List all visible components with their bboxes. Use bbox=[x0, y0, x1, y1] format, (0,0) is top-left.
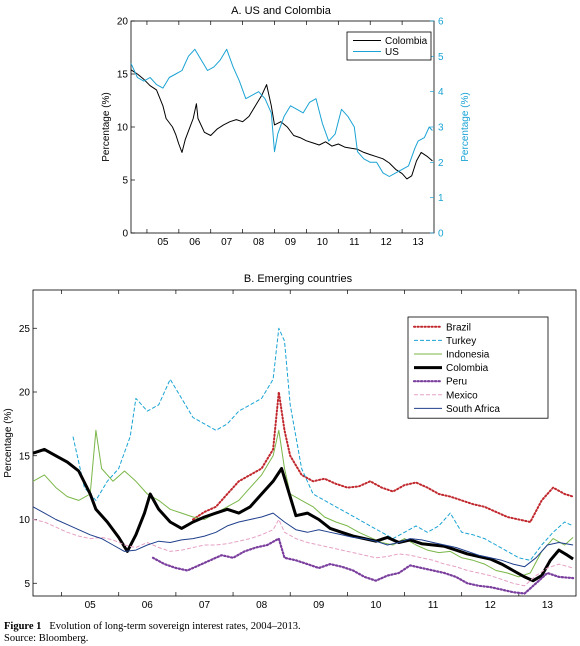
panel-b-title: B. Emerging countries bbox=[244, 273, 353, 285]
panel-a-legend-label-us: US bbox=[385, 47, 399, 58]
panel-b-series-peru bbox=[151, 537, 575, 595]
panel-b-legend-label-colombia: Colombia bbox=[446, 363, 489, 374]
panel-b-y-axis-label: Percentage (%) bbox=[3, 408, 14, 477]
panel-a-legend-label-colombia: Colombia bbox=[385, 36, 428, 47]
panel-b-y-ticks: 5 10 15 20 25 bbox=[19, 324, 37, 590]
panel-a-chart: A. US and Colombia 05 06 07 08 09 10 11 12 13 05… bbox=[101, 5, 471, 248]
panel-b-series-indonesia bbox=[32, 429, 574, 578]
panel-a-left-tick-label: 0 bbox=[122, 229, 128, 240]
panel-b-series-south-africa bbox=[32, 506, 574, 568]
panel-a-x-tick-label: 12 bbox=[381, 237, 393, 248]
panel-a-x-tick-label: 05 bbox=[157, 237, 169, 248]
panel-b-legend: Brazil Turkey Indonesia Colombia Peru Mexico S… bbox=[407, 316, 549, 419]
panel-a-left-ticks: 0 5 10 15 20 bbox=[117, 17, 135, 240]
panel-a-right-tick-label: 4 bbox=[438, 87, 444, 98]
panel-b-series-turkey bbox=[72, 327, 574, 561]
panel-a-right-tick-label: 0 bbox=[438, 229, 444, 240]
panel-b-chart: B. Emerging countries 05 06 07 08 09 10 11 12 13… bbox=[3, 273, 577, 611]
panel-a-left-tick-label: 10 bbox=[117, 123, 129, 134]
panel-a-left-tick-label: 5 bbox=[122, 176, 128, 187]
caption-text: Evolution of long-term sovereign interes… bbox=[49, 621, 301, 632]
panel-a-x-tick-label: 08 bbox=[253, 237, 265, 248]
panel-b-y-tick-label: 5 bbox=[24, 579, 30, 590]
panel-a-right-axis-label: Percentage (%) bbox=[460, 92, 471, 161]
figure-caption: Figure 1 Evolution of long-term sovereig… bbox=[4, 621, 576, 645]
panel-a-left-tick-label: 15 bbox=[117, 70, 129, 81]
panel-b-x-tick-label: 07 bbox=[199, 600, 211, 611]
panel-b-series bbox=[32, 327, 575, 595]
panel-b-legend-label-mexico: Mexico bbox=[446, 390, 478, 401]
panel-a-right-ticks: 0 1 2 3 4 5 6 bbox=[430, 17, 444, 240]
panel-a-x-tick-label: 11 bbox=[349, 237, 360, 248]
panel-b-series-mexico bbox=[32, 519, 574, 587]
caption-source: Source: Bloomberg. bbox=[4, 633, 89, 644]
panel-b-x-tick-label: 13 bbox=[542, 600, 554, 611]
panel-b-y-tick-label: 15 bbox=[19, 451, 31, 462]
panel-b-y-tick-label: 20 bbox=[19, 388, 31, 399]
panel-a-series-us bbox=[130, 48, 433, 177]
panel-b-legend-label-south-africa: South Africa bbox=[446, 404, 500, 415]
panel-a-right-tick-label: 3 bbox=[438, 123, 444, 134]
panel-b-x-tick-label: 11 bbox=[428, 600, 439, 611]
panel-b-x-tick-label: 06 bbox=[142, 600, 154, 611]
panel-b-y-tick-label: 25 bbox=[19, 324, 31, 335]
panel-b-legend-label-brazil: Brazil bbox=[446, 322, 471, 333]
panel-a-x-tick-label: 13 bbox=[412, 237, 424, 248]
panel-b-x-tick-label: 10 bbox=[370, 600, 382, 611]
panel-b-x-tick-label: 05 bbox=[85, 600, 97, 611]
panel-b-plot-area bbox=[32, 289, 577, 597]
panel-a-right-tick-label: 6 bbox=[438, 17, 444, 28]
panel-b-series-brazil bbox=[192, 391, 575, 523]
panel-b-series-colombia bbox=[32, 447, 574, 583]
panel-b-x-tick-label: 09 bbox=[313, 600, 325, 611]
panel-a-right-tick-label: 1 bbox=[438, 193, 444, 204]
panel-b-legend-label-peru: Peru bbox=[446, 377, 467, 388]
panel-a-x-ticks: 05 06 07 08 09 10 11 12 13 bbox=[146, 21, 424, 248]
panel-b-y-tick-label: 10 bbox=[19, 515, 31, 526]
panel-a-x-tick-label: 07 bbox=[221, 237, 233, 248]
panel-a-x-tick-label: 09 bbox=[285, 237, 297, 248]
panel-a-left-axis-label: Percentage (%) bbox=[101, 92, 112, 161]
panel-a-x-tick-label: 06 bbox=[189, 237, 201, 248]
panel-b-legend-label-indonesia: Indonesia bbox=[446, 350, 490, 361]
caption-label: Figure 1 bbox=[4, 621, 42, 632]
panel-b-x-tick-label: 08 bbox=[256, 600, 268, 611]
panel-a-right-tick-label: 5 bbox=[438, 52, 444, 63]
panel-a-title: A. US and Colombia bbox=[231, 5, 332, 17]
panel-a-legend-box bbox=[346, 31, 432, 61]
panel-a-right-tick-label: 2 bbox=[438, 158, 444, 169]
panel-a-x-tick-label: 10 bbox=[317, 237, 329, 248]
panel-b-x-tick-label: 12 bbox=[485, 600, 497, 611]
panel-b-x-ticks: 05 06 07 08 09 10 11 12 13 bbox=[61, 290, 554, 611]
panel-b-legend-label-turkey: Turkey bbox=[446, 336, 476, 347]
panel-a-series bbox=[130, 48, 433, 180]
panel-a-left-tick-label: 20 bbox=[117, 17, 129, 28]
panel-a-series-colombia bbox=[130, 69, 433, 180]
